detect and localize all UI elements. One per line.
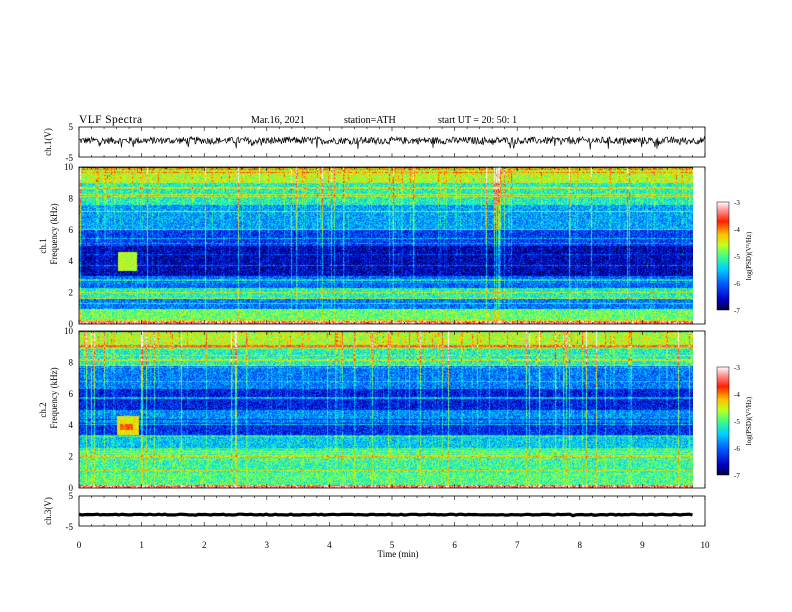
ch1-cb-tick-m7: -7 (734, 307, 740, 315)
ch1-cb-tick-m6: -6 (734, 280, 740, 288)
ch3-waveform-frame (78, 495, 706, 527)
start-time-label: start UT = 20: 50: 1 (438, 115, 517, 126)
ch3-waveform-panel: 5 -5 ch.3(V) (43, 491, 706, 532)
xtick-5: 5 (390, 540, 395, 550)
ch2-cb-tick-m6: -6 (734, 445, 740, 453)
ch2-cb-tick-m7: -7 (734, 472, 740, 480)
ch2-cb-tick-m4: -4 (734, 391, 740, 399)
xtick-0: 0 (77, 540, 82, 550)
xtick-10: 10 (701, 540, 711, 550)
ch1-spec-ytick-6: 6 (69, 225, 74, 235)
ch2-spec-ytick-2: 2 (69, 452, 74, 462)
x-axis-label: Time (min) (378, 549, 419, 559)
ch1-cb-tick-m3: -3 (734, 199, 740, 207)
ch1-spectrogram-yticks: 10 8 6 4 2 0 (64, 162, 74, 329)
ch2-spectrogram-yticks: 10 8 6 4 2 0 (64, 326, 74, 493)
xtick-9: 9 (640, 540, 645, 550)
ch1-spectrogram-panel: 10 8 6 4 2 0 ch.1 Frequency (kHz) (38, 162, 706, 329)
ch2-colorbar-label: log(PSD)(V²/Hz) (745, 396, 753, 445)
ch2-spec-ytick-0: 0 (69, 483, 74, 493)
ch2-spectrogram-panel: 10 8 6 4 2 0 ch.2 Frequency (kHz) (38, 326, 706, 493)
ch1-ytick-bottom: -5 (66, 153, 74, 163)
ch3-waveform-ylabel: ch.3(V) (43, 497, 53, 525)
ch3-waveform-line (78, 512, 693, 518)
ch1-cb-tick-m4: -4 (734, 226, 740, 234)
xtick-7: 7 (515, 540, 520, 550)
xtick-6: 6 (452, 540, 457, 550)
xtick-3: 3 (265, 540, 270, 550)
ch2-colorbar-scale (716, 366, 730, 476)
station-label: station=ATH (344, 115, 396, 126)
ch1-waveform-ylabel: ch.1(V) (43, 128, 53, 156)
ch1-ytick-top: 5 (69, 122, 74, 132)
ch2-spec-ytick-6: 6 (69, 389, 74, 399)
ch2-cb-tick-m5: -5 (734, 418, 740, 426)
xtick-8: 8 (578, 540, 583, 550)
xtick-4: 4 (327, 540, 332, 550)
ch3-ytick-top: 5 (69, 491, 74, 501)
ch1-spec-ytick-4: 4 (69, 256, 74, 266)
ch1-spectrogram-ylabel-frequency: Frequency (kHz) (49, 203, 59, 264)
ch2-spec-ytick-8: 8 (69, 357, 74, 367)
ch3-ytick-bottom: -5 (66, 522, 74, 532)
ch2-spectrogram-ylabel-channel: ch.2 (38, 402, 48, 417)
ch1-waveform-panel: 5 -5 ch.1(V) (43, 122, 706, 163)
x-axis-tick-labels: 0 1 2 3 4 5 6 7 8 9 10 (77, 540, 710, 550)
figure-title: VLF Spectra (79, 114, 142, 126)
xtick-1: 1 (139, 540, 144, 550)
ch1-waveform-frame (78, 126, 706, 158)
x-tick-marks (78, 127, 706, 526)
ch2-spec-ytick-10: 10 (64, 326, 74, 336)
ch1-spectrogram-image (79, 167, 693, 324)
xtick-2: 2 (202, 540, 207, 550)
ch2-spectrogram-ylabel-frequency: Frequency (kHz) (49, 367, 59, 428)
ch1-colorbar-scale (716, 201, 730, 311)
ch1-waveform-line (78, 135, 706, 150)
ch1-colorbar-label: log(PSD)(V²/Hz) (745, 231, 753, 280)
ch1-cb-tick-m5: -5 (734, 253, 740, 261)
ch2-spec-ytick-4: 4 (69, 420, 74, 430)
ch1-spec-ytick-10: 10 (64, 162, 74, 172)
ch1-spec-ytick-2: 2 (69, 288, 74, 298)
ch2-colorbar: -3 -4 -5 -6 -7 log(PSD)(V²/Hz) (716, 364, 753, 480)
ch1-colorbar: -3 -4 -5 -6 -7 log(PSD)(V²/Hz) (716, 199, 753, 315)
ch1-spectrogram-ylabel-channel: ch.1 (38, 238, 48, 253)
date-label: Mar.16, 2021 (251, 115, 305, 126)
ch2-cb-tick-m3: -3 (734, 364, 740, 372)
ch2-spectrogram-image (79, 331, 693, 488)
ch1-spec-ytick-0: 0 (69, 319, 74, 329)
ch1-spec-ytick-8: 8 (69, 193, 74, 203)
